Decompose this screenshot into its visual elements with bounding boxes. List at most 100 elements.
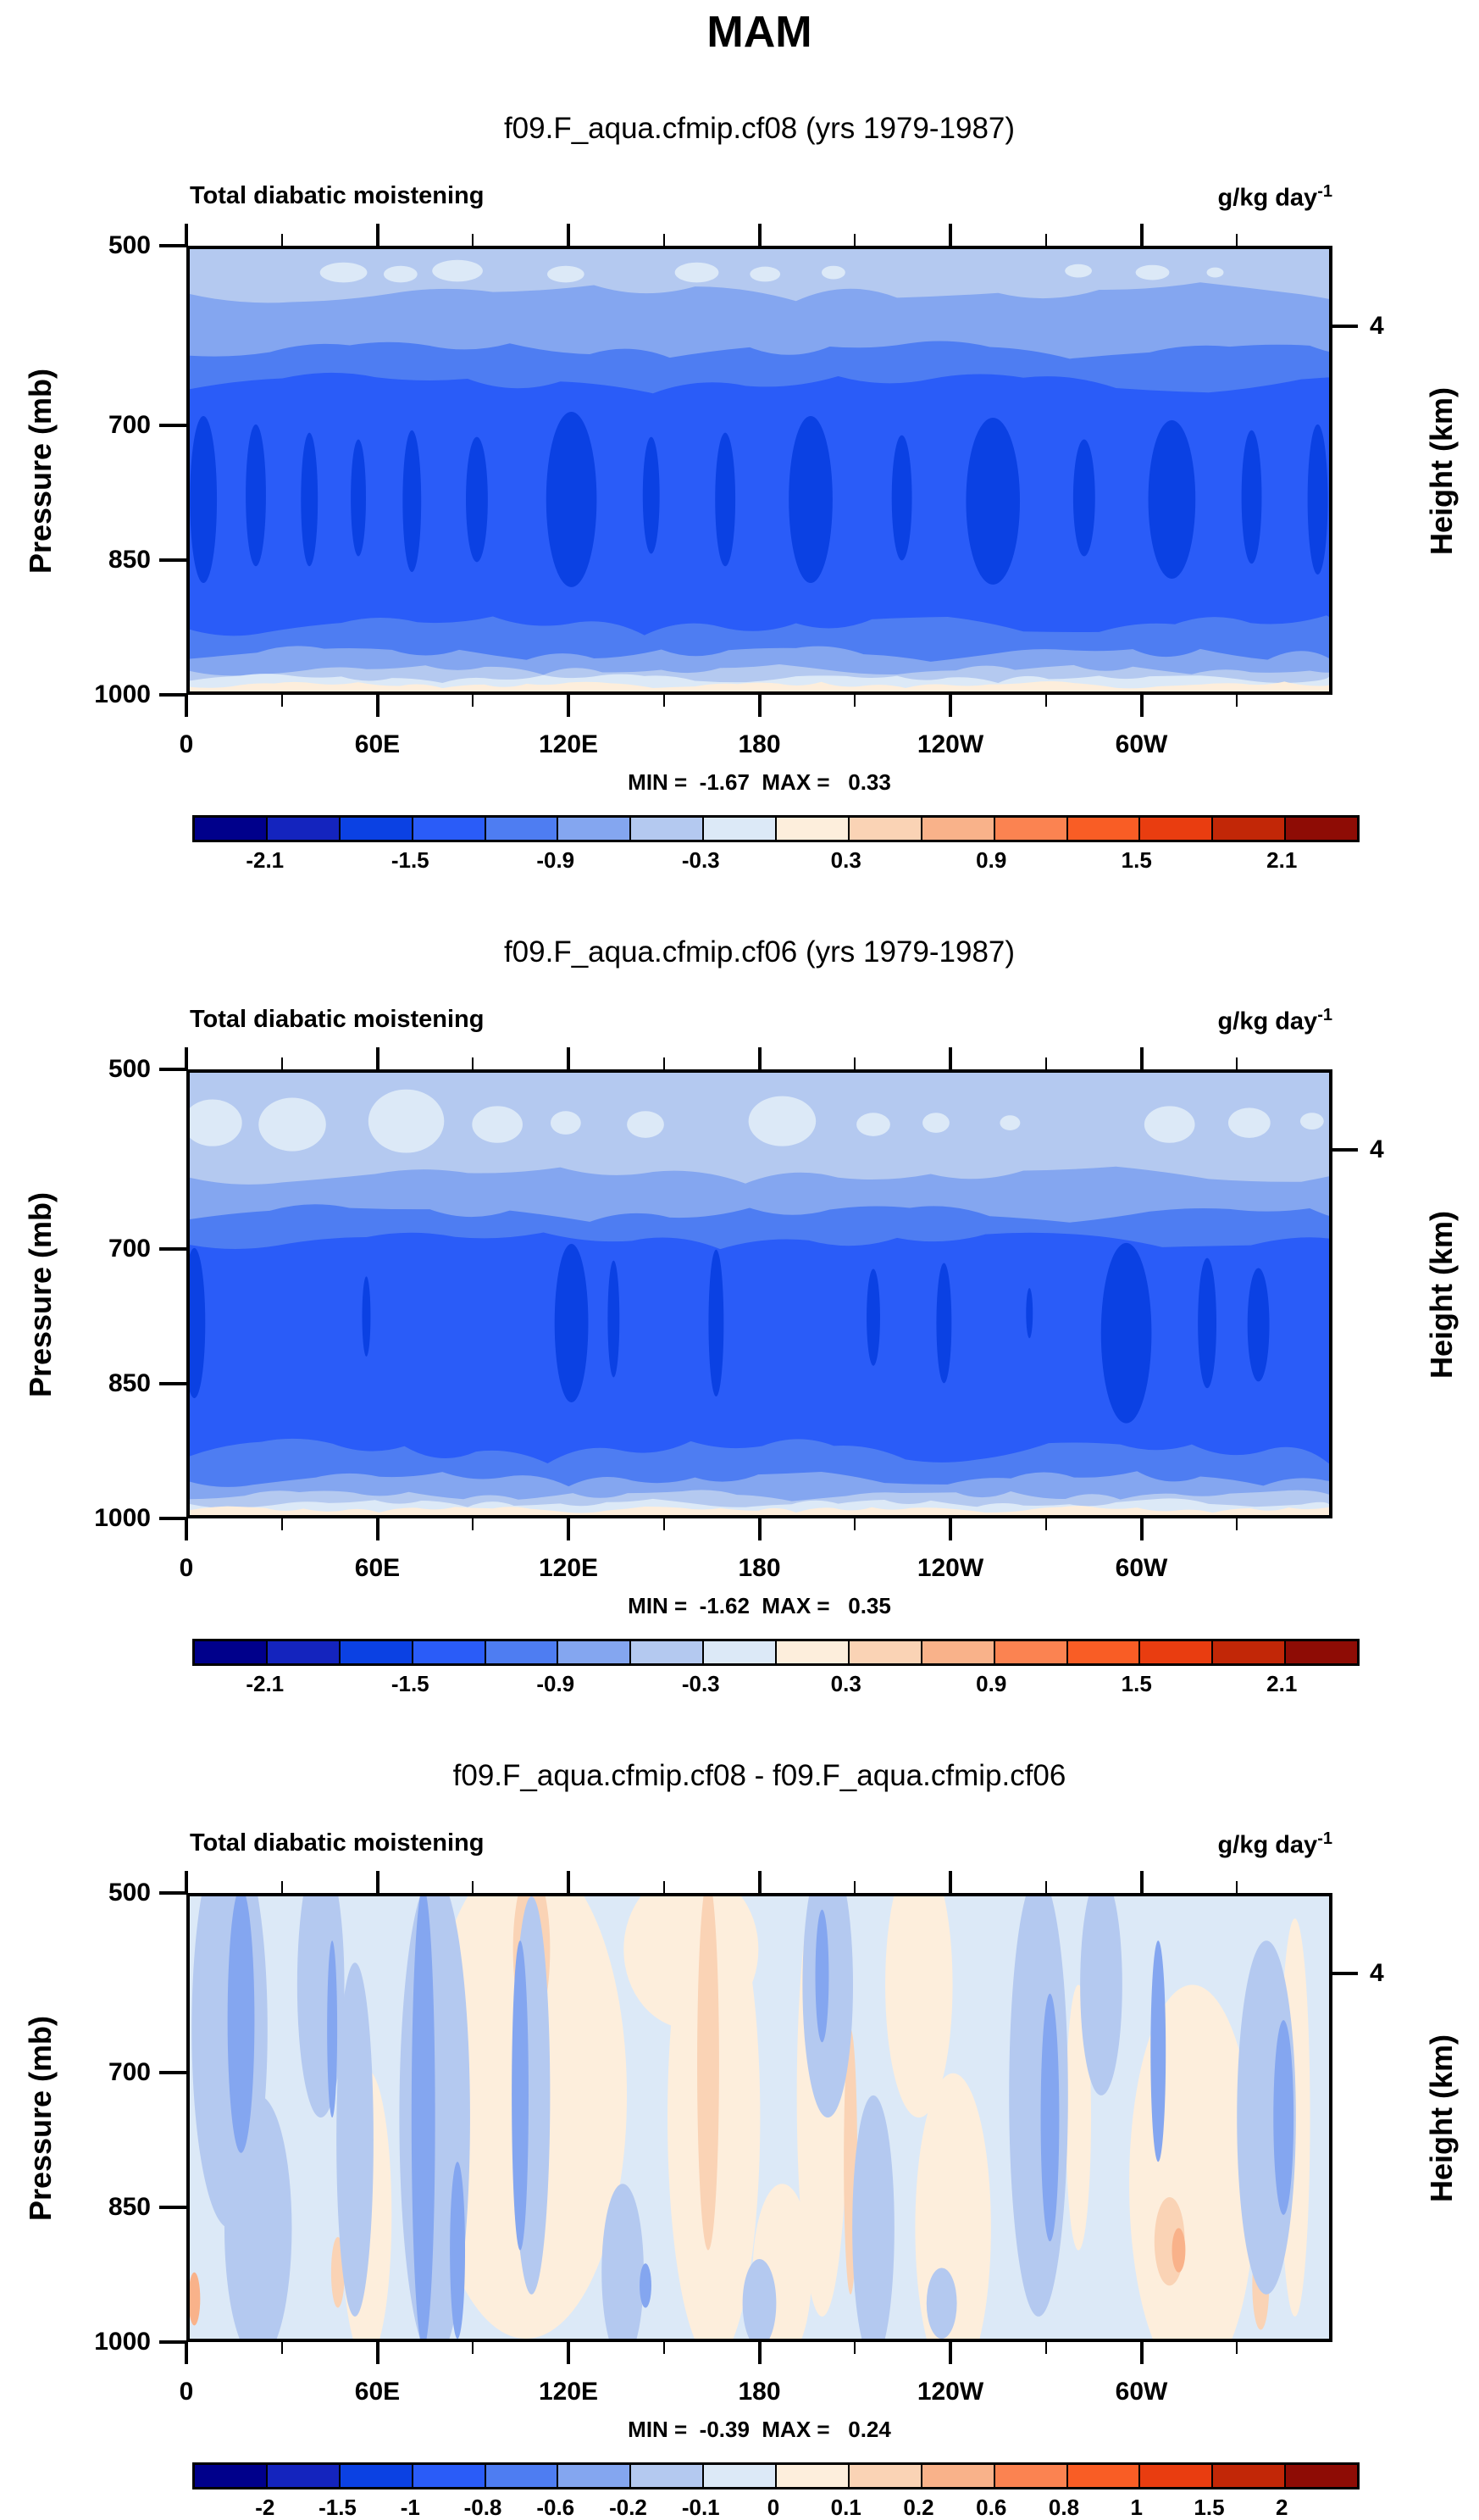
x-axis-tick	[375, 1047, 379, 1069]
colorbar-cell	[847, 818, 921, 840]
x-axis-tick	[1044, 1057, 1047, 1069]
contour-patch	[432, 259, 483, 282]
colorbar-tick-label: 0.8	[1048, 2495, 1080, 2520]
x-axis-tick	[567, 224, 570, 246]
panel2-units-label: g/kg day-1	[1217, 1006, 1332, 1035]
y-axis-tick	[159, 1247, 186, 1251]
panel1-minmax: MIN = -1.67 MAX = 0.33	[628, 769, 891, 795]
season-title: MAM	[706, 8, 812, 57]
x-tick-label: 0	[179, 730, 194, 758]
x-tick-label: 180	[738, 2378, 781, 2406]
colorbar-cell	[195, 2465, 266, 2487]
x-axis-tick	[567, 1871, 570, 1893]
contour-streak	[224, 2095, 292, 2339]
contour-streak	[815, 1909, 829, 2043]
x-axis-tick	[185, 695, 188, 717]
contour-patch	[319, 262, 368, 283]
panel1-colorbar	[192, 815, 1360, 842]
colorbar-tick-label: -1.5	[391, 847, 429, 873]
contour-core-blob	[607, 1260, 620, 1378]
x-axis-tick	[1044, 2342, 1047, 2354]
y-tick-label: 700	[108, 2058, 151, 2086]
y-axis-tick	[159, 1891, 186, 1895]
colorbar-cell	[629, 818, 703, 840]
x-axis-tick	[375, 2342, 379, 2364]
y-axis-tick	[159, 1517, 186, 1520]
colorbar-cell	[484, 1641, 557, 1663]
contour-streak	[512, 1940, 529, 2251]
colorbar-tick-label: 0	[767, 2495, 780, 2520]
x-tick-label: 120E	[538, 730, 599, 758]
contour-streak	[1273, 2020, 1294, 2215]
contour-streak	[190, 2272, 201, 2326]
x-axis-tick	[1139, 1047, 1144, 1069]
x-axis-tick	[1139, 695, 1144, 717]
colorbar-cell	[993, 1641, 1066, 1663]
contour-patch	[190, 1099, 242, 1146]
contour-streak	[1040, 1993, 1060, 2242]
y-axis-tick	[159, 2206, 186, 2209]
panel1-subtitle: f09.F_aqua.cfmip.cf08 (yrs 1979-1987)	[503, 112, 1016, 145]
colorbar-cell	[920, 2465, 994, 2487]
colorbar-cell	[1284, 818, 1357, 840]
x-axis-tick	[854, 1881, 856, 1893]
panel2-height-axis-title: Height (km)	[1424, 1211, 1459, 1379]
contour-patch	[1299, 1113, 1324, 1130]
panel2-subtitle: f09.F_aqua.cfmip.cf06 (yrs 1979-1987)	[503, 935, 1016, 969]
panel1-height-axis-title: Height (km)	[1424, 387, 1459, 555]
panel2-contour-field	[190, 1073, 1329, 1515]
contour-streak	[915, 2073, 991, 2339]
contour-streak	[1080, 1896, 1122, 2095]
colorbar-cell	[629, 1641, 703, 1663]
height-tick-label: 4	[1370, 312, 1384, 340]
colorbar-tick-label: -2.1	[246, 847, 285, 873]
colorbar-tick-label: -1.5	[391, 1671, 429, 1696]
height-tick-label: 4	[1370, 1959, 1384, 1987]
contour-core-blob	[715, 432, 736, 567]
contour-core-blob	[301, 432, 319, 567]
x-tick-label: 120E	[538, 1554, 599, 1582]
y-axis-tick	[159, 424, 186, 427]
panel2-field-label: Total diabatic moistening	[190, 1006, 485, 1033]
contour-streak	[640, 2263, 651, 2308]
x-axis-tick	[567, 695, 570, 717]
colorbar-tick-label: 0.3	[830, 1671, 861, 1696]
height-axis-tick	[1332, 1972, 1358, 1975]
colorbar-tick-label: -0.6	[536, 2495, 575, 2520]
x-tick-label: 60E	[354, 730, 401, 758]
colorbar-cell	[265, 818, 339, 840]
colorbar-tick-label: 0.1	[830, 2495, 861, 2520]
x-axis-tick	[662, 1881, 665, 1893]
panel3-colorbar	[192, 2462, 1360, 2489]
contour-patch	[674, 262, 719, 283]
contour-streak	[623, 1896, 759, 2029]
colorbar-cell	[847, 1641, 921, 1663]
x-axis-tick	[854, 1518, 856, 1530]
y-axis-tick	[159, 693, 186, 697]
x-tick-label: 60E	[354, 2378, 401, 2406]
contour-streak	[227, 1896, 255, 2153]
colorbar-cell	[1138, 2465, 1212, 2487]
contour-patch	[922, 1113, 950, 1133]
contour-streak	[697, 1896, 719, 2251]
colorbar-cell	[411, 1641, 485, 1663]
colorbar-tick-label: 2	[1276, 2495, 1288, 2520]
x-axis-tick	[185, 2342, 188, 2364]
contour-core-blob	[466, 436, 488, 563]
contour-streak	[1172, 2228, 1186, 2273]
panel1-field-label: Total diabatic moistening	[190, 182, 485, 209]
x-axis-tick	[1044, 1518, 1047, 1530]
x-axis-tick	[472, 695, 474, 707]
colorbar-cell	[265, 1641, 339, 1663]
colorbar-cell	[338, 818, 412, 840]
x-axis-tick	[1044, 1881, 1047, 1893]
colorbar-cell	[920, 1641, 994, 1663]
x-axis-tick	[567, 2342, 570, 2364]
contour-patch	[1206, 267, 1224, 278]
height-tick-label: 4	[1370, 1135, 1384, 1163]
x-axis-tick	[185, 1047, 188, 1069]
x-axis-tick	[1044, 695, 1047, 707]
contour-streak	[336, 1962, 374, 2317]
x-axis-tick	[757, 2342, 762, 2364]
colorbar-cell	[1284, 1641, 1357, 1663]
